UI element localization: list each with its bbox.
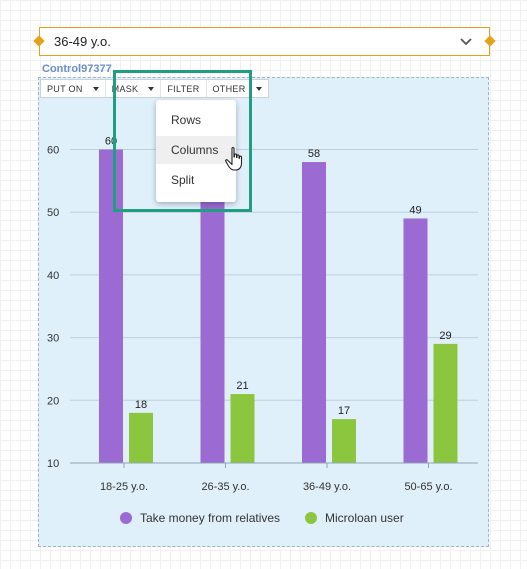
legend-label: Microloan user [325,511,404,525]
x-tick-label: 26-35 y.o. [201,481,249,493]
hand-pointer-icon [225,146,243,171]
put-on-button[interactable]: PUT ON [41,80,106,97]
bar [230,394,255,463]
filter-label: FILTER [167,83,200,94]
put-on-label: PUT ON [47,83,83,94]
legend-item-series-1[interactable]: Take money from relatives [120,511,280,525]
data-label: 29 [439,330,451,342]
filter-button[interactable]: FILTER [161,80,207,97]
chevron-down-icon[interactable] [459,35,473,49]
y-tick-label: 20 [47,395,59,407]
y-tick-label: 50 [47,207,59,219]
data-label: 17 [338,405,350,417]
bar [302,162,326,464]
bar [129,412,153,463]
x-tick-label: 50-65 y.o. [404,481,452,493]
x-tick-label: 18-25 y.o. [100,481,148,493]
caret-down-icon [92,86,99,91]
bar [200,199,225,463]
menu-item-columns[interactable]: Columns [156,136,236,164]
highlight-box [113,70,252,212]
y-tick-label: 30 [47,333,59,345]
caret-down-icon [255,86,262,91]
age-group-dropdown[interactable]: 36-49 y.o. [33,27,496,56]
chart-toolbar: PUT ON MASK FILTER OTHER [40,79,269,98]
data-label: 49 [409,204,421,216]
other-label: OTHER [212,83,246,94]
legend-item-series-2[interactable]: Microloan user [305,511,404,525]
x-tick-label: 36-49 y.o. [303,481,351,493]
legend-label: Take money from relatives [140,511,281,525]
data-label: 21 [236,380,248,392]
bar [332,419,356,463]
control-label: Control97377 [42,63,112,75]
data-label: 58 [308,148,320,160]
y-tick-label: 40 [47,270,59,282]
menu-item-rows[interactable]: Rows [171,113,202,127]
data-label: 18 [135,399,147,411]
menu-item-split[interactable]: Split [171,173,195,187]
mask-label: MASK [111,83,139,94]
y-tick-label: 10 [47,458,59,470]
mask-dropdown-menu: Rows Columns Split [156,100,236,202]
y-tick-label: 60 [47,145,59,157]
dropdown-selected-value: 36-49 y.o. [54,34,111,49]
bar [403,218,428,463]
legend-swatch [305,512,317,524]
caret-down-icon [148,86,155,91]
mask-button[interactable]: MASK [106,80,162,97]
bar [433,343,458,463]
other-button[interactable]: OTHER [207,80,268,97]
legend-swatch [120,512,132,524]
bar [99,149,123,463]
